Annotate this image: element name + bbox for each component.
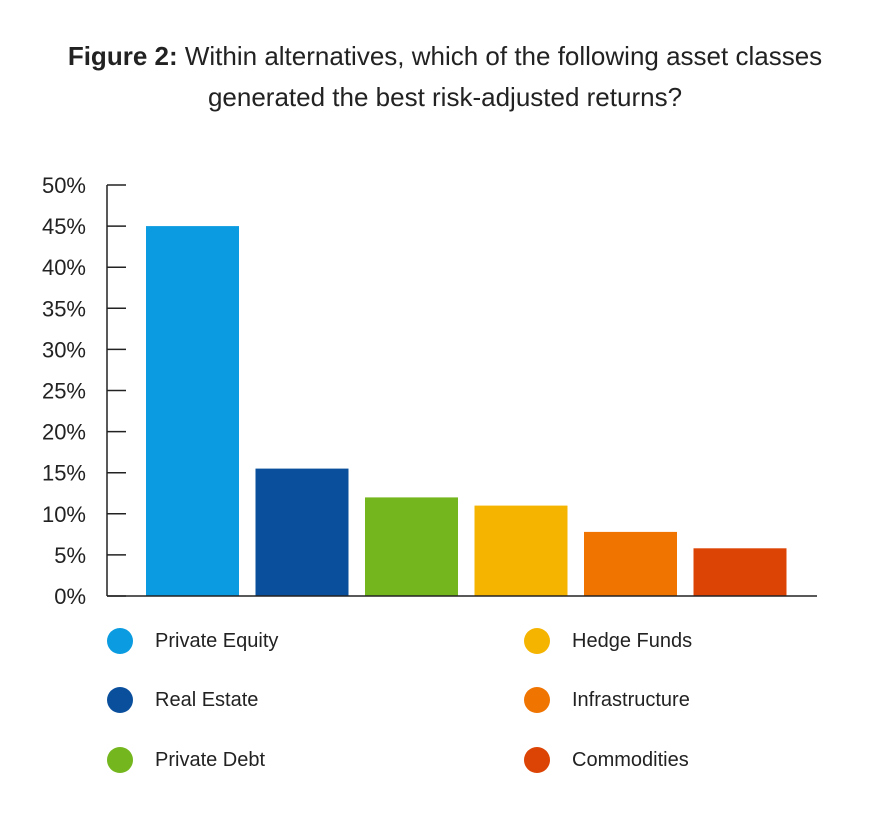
y-tick-label: 35% [42,296,86,321]
figure-label: Figure 2: [67,41,178,71]
y-tick-label: 20% [42,420,86,445]
legend-swatch [107,628,133,654]
bar-infrastructure [584,531,677,596]
y-tick-label: 0% [54,584,86,609]
legend-swatch [107,747,133,773]
bar-real-estate [255,468,349,596]
legend-swatch [524,687,550,713]
legend-label: Private Equity [155,630,279,652]
chart-title: Figure 2: Within alternatives, which of … [20,36,870,118]
legend-label: Hedge Funds [572,630,693,652]
legend-swatch [107,687,133,713]
y-tick-label: 10% [42,502,86,527]
bar-hedge-funds [474,505,568,596]
legend-label: Infrastructure [572,689,690,711]
y-tick-label: 45% [42,214,86,239]
y-tick-label: 50% [42,173,86,198]
bar-commodities [693,548,787,596]
y-tick-label: 25% [42,379,86,404]
bar-private-debt [365,497,458,596]
y-tick-label: 15% [42,461,86,486]
y-tick-label: 5% [54,543,86,568]
legend-swatch [524,628,550,654]
bar-private-equity [146,226,239,596]
legend-label: Real Estate [155,689,259,711]
y-axis: 0% 5% 10% 15% 20% 25% 30% 35% 40% 45% 50% [42,173,126,609]
figure-caption: Within alternatives, which of the follow… [184,41,823,112]
bars [146,226,787,596]
y-tick-label: 40% [42,255,86,280]
legend-label: Private Debt [155,749,266,771]
legend-swatch [524,747,550,773]
legend-label: Commodities [572,749,689,771]
y-tick-label: 30% [42,337,86,362]
